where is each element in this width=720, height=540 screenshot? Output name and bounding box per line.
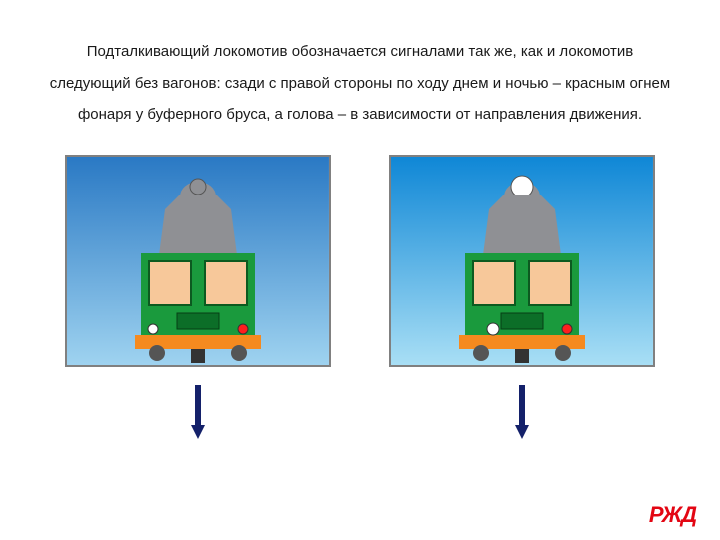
- top-headlamp-icon: [190, 179, 206, 195]
- rzd-logo: РЖД: [649, 502, 696, 528]
- right-arrow-icon: [515, 385, 529, 439]
- buffer-lamp-left-icon: [148, 324, 158, 334]
- buffer-left: [473, 345, 489, 361]
- right-scene: [389, 155, 655, 367]
- roof-slab: [483, 195, 561, 255]
- window-right: [205, 261, 247, 305]
- left-locomotive: [123, 157, 273, 365]
- buffer-lamp-left-white-icon: [487, 323, 499, 335]
- number-plate: [501, 313, 543, 329]
- coupler: [191, 349, 205, 363]
- coupler: [515, 349, 529, 363]
- top-headlamp-icon: [511, 176, 533, 198]
- buffer-lamp-right-icon: [562, 324, 572, 334]
- diagram-row: [0, 151, 720, 439]
- buffer-right: [231, 345, 247, 361]
- left-arrow-icon: [191, 385, 205, 439]
- buffer-left: [149, 345, 165, 361]
- right-locomotive: [447, 157, 597, 365]
- left-panel: [65, 155, 331, 439]
- left-scene: [65, 155, 331, 367]
- window-left: [473, 261, 515, 305]
- buffer-lamp-right-icon: [238, 324, 248, 334]
- window-left: [149, 261, 191, 305]
- description-text: Подталкивающий локомотив обозначается си…: [0, 0, 720, 151]
- roof-slab: [159, 195, 237, 255]
- buffer-right: [555, 345, 571, 361]
- right-panel: [389, 155, 655, 439]
- number-plate: [177, 313, 219, 329]
- window-right: [529, 261, 571, 305]
